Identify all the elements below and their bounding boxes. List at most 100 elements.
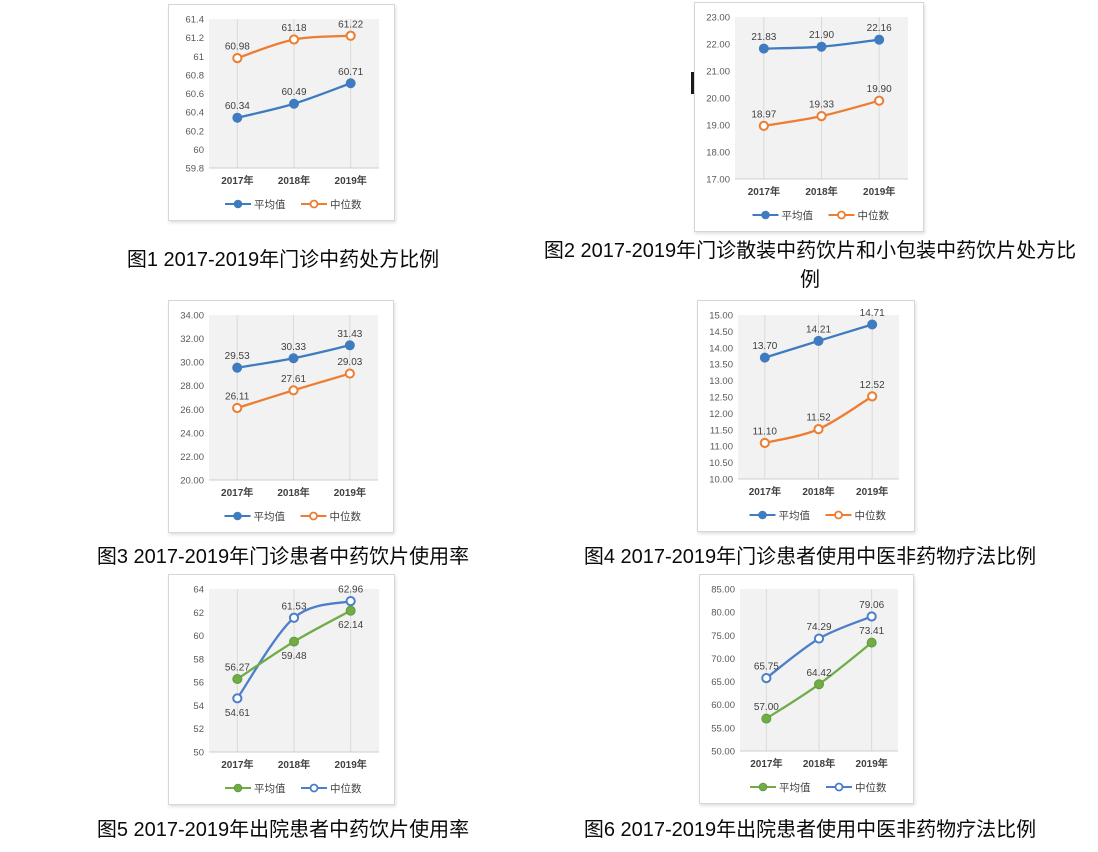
x-axis-label: 2019年 xyxy=(856,757,888,770)
data-label-median: 11.10 xyxy=(753,426,778,437)
y-tick-label: 12.00 xyxy=(709,409,733,420)
data-point-median xyxy=(288,385,299,396)
data-point-mean xyxy=(874,34,885,45)
data-label-mean: 59.48 xyxy=(281,651,306,662)
y-tick-label: 61.2 xyxy=(186,33,205,44)
data-label-median: 18.97 xyxy=(751,109,776,120)
y-tick-label: 70.00 xyxy=(711,654,735,665)
y-tick-label: 75.00 xyxy=(711,631,735,642)
figure-3-caption: 图3 2017-2019年门诊患者中药饮片使用率 xyxy=(96,546,470,568)
data-label-mean: 62.14 xyxy=(338,620,363,631)
x-axis-label: 2018年 xyxy=(802,485,834,498)
data-label-mean: 31.43 xyxy=(337,329,362,340)
legend-entry-mean: 平均值 xyxy=(750,781,811,794)
y-tick-label: 65.00 xyxy=(711,677,735,688)
figure-4-caption: 图4 2017-2019年门诊患者使用中医非药物疗法比例 xyxy=(583,546,1037,568)
figure-6-caption: 图6 2017-2019年出院患者使用中医非药物疗法比例 xyxy=(583,819,1037,841)
data-label-median: 26.11 xyxy=(225,391,250,402)
data-point-median xyxy=(761,673,772,684)
data-point-median xyxy=(759,437,770,449)
y-tick-label: 60 xyxy=(193,631,204,642)
y-tick-label: 15.00 xyxy=(709,311,733,322)
data-point-mean xyxy=(345,605,356,616)
data-point-mean xyxy=(867,319,878,330)
data-label-mean: 30.33 xyxy=(281,342,306,353)
x-axis-label: 2017年 xyxy=(748,185,780,198)
legend-marker-mean xyxy=(761,210,770,220)
y-tick-label: 19.00 xyxy=(706,121,730,132)
data-label-median: 29.03 xyxy=(337,357,362,368)
legend-label-median: 中位数 xyxy=(855,509,887,522)
figure-1-chart-box: 61.4 61.2 61 60.8 60.6 60.4 60.2 60 59.8 2017年 201… xyxy=(168,4,395,221)
figure-2-chart: 23.00 22.00 21.00 20.00 19.00 18.00 17.00 2017年… xyxy=(706,13,908,222)
data-label-median: 12.52 xyxy=(860,380,885,391)
data-point-mean xyxy=(761,713,772,724)
data-point-mean xyxy=(289,636,299,647)
y-tick-label: 62 xyxy=(193,608,204,619)
x-axis-label: 2018年 xyxy=(278,758,310,771)
data-label-mean: 60.49 xyxy=(281,87,306,98)
data-point-median xyxy=(813,633,825,644)
y-tick-label: 50.00 xyxy=(711,747,735,758)
y-tick-label: 50 xyxy=(193,748,204,759)
x-axis-label: 2019年 xyxy=(334,486,366,499)
data-label-median: 19.90 xyxy=(867,84,892,95)
x-axis-label: 2017年 xyxy=(749,485,781,498)
data-label-median: 61.18 xyxy=(281,23,306,34)
data-label-median: 79.06 xyxy=(859,600,884,611)
legend-entry-mean: 平均值 xyxy=(749,509,810,522)
y-tick-label: 17.00 xyxy=(706,175,730,186)
legend-label-median: 中位数 xyxy=(330,782,362,795)
legend-label-median: 中位数 xyxy=(855,781,887,794)
y-tick-label: 23.00 xyxy=(706,13,730,24)
figure-3-chart-box: 34.00 32.00 30.00 28.00 26.00 24.00 22.00 20.00… xyxy=(168,300,394,533)
x-axis-label: 2017年 xyxy=(221,486,253,499)
y-tick-label: 18.00 xyxy=(706,148,730,159)
legend-entry-median: 中位数 xyxy=(826,781,887,794)
legend-marker-median xyxy=(309,511,318,521)
legend-label-mean: 平均值 xyxy=(254,782,286,795)
y-tick-label: 11.50 xyxy=(710,425,733,436)
y-tick-label: 64 xyxy=(193,585,204,596)
data-point-median xyxy=(288,612,300,623)
y-tick-label: 20.00 xyxy=(180,476,204,487)
legend-entry-median: 中位数 xyxy=(825,509,887,522)
data-label-mean: 14.21 xyxy=(806,324,831,335)
data-label-mean: 64.42 xyxy=(806,668,831,679)
data-point-mean xyxy=(758,43,769,54)
figure-5-chart-box: 64 62 60 58 56 54 52 50 2017年 2018年 2019年 54.61 61.5… xyxy=(168,574,395,805)
data-point-mean xyxy=(232,362,243,373)
data-point-median xyxy=(345,30,356,41)
x-axis-label: 2017年 xyxy=(221,758,253,771)
y-tick-label: 54 xyxy=(193,701,204,712)
y-tick-label: 56 xyxy=(193,678,204,689)
data-label-median: 54.61 xyxy=(225,708,250,719)
data-label-mean: 73.41 xyxy=(859,626,884,637)
y-tick-label: 61.4 xyxy=(186,15,205,26)
data-label-median: 19.33 xyxy=(809,100,834,111)
x-axis-label: 2019年 xyxy=(335,758,367,771)
data-point-mean xyxy=(759,352,770,363)
y-tick-label: 60.6 xyxy=(186,89,205,100)
y-tick-label: 30.00 xyxy=(180,358,204,369)
figure-4-chart: 15.00 14.50 14.00 13.50 13.00 12.50 12.00 11.50… xyxy=(709,308,899,522)
data-point-median xyxy=(758,120,769,131)
legend-entry-median: 中位数 xyxy=(301,782,362,795)
legend-entry-mean: 平均值 xyxy=(225,782,286,795)
legend-marker-mean xyxy=(233,511,242,521)
figure-2-caption: 图2 2017-2019年门诊散装中药饮片和小包装中药饮片处方比例 xyxy=(543,240,1077,291)
data-label-mean: 21.90 xyxy=(809,30,834,41)
data-label-median: 27.61 xyxy=(281,374,306,385)
data-point-median xyxy=(345,596,356,607)
data-label-median: 65.75 xyxy=(754,662,779,673)
y-tick-label: 60.8 xyxy=(186,70,205,81)
y-tick-label: 28.00 xyxy=(180,381,204,392)
data-point-mean xyxy=(814,679,824,690)
x-axis-label: 2017年 xyxy=(750,757,782,770)
y-tick-label: 10.00 xyxy=(709,475,733,486)
data-point-median xyxy=(232,693,243,704)
data-label-mean: 14.71 xyxy=(860,308,885,319)
y-tick-label: 60.4 xyxy=(186,108,205,119)
figure-5-caption: 图5 2017-2019年出院患者中药饮片使用率 xyxy=(96,819,470,841)
